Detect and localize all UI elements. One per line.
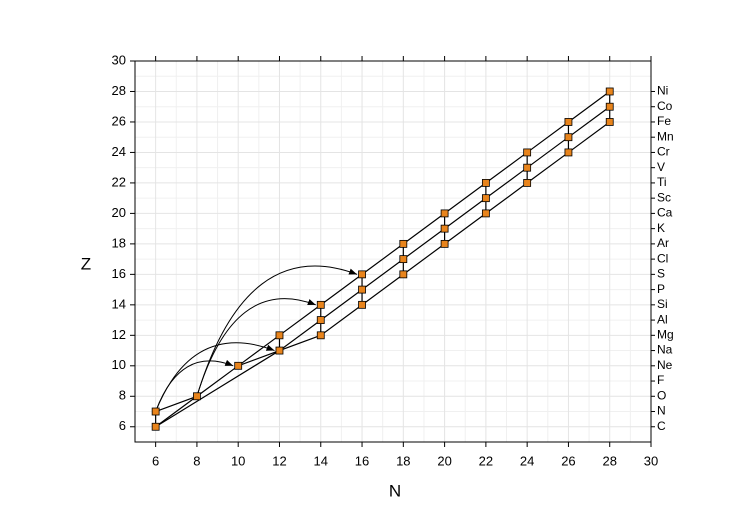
nucleus-point: [358, 285, 366, 294]
y2-tick-label: S: [657, 267, 665, 281]
connection-line: [155, 90, 611, 413]
nucleus-point: [564, 148, 573, 157]
y2-tick-label: Fe: [657, 114, 671, 128]
y2-tick-label: Mn: [657, 129, 674, 143]
y2-tick-label: Co: [657, 99, 673, 113]
nucleus-point: [481, 179, 490, 187]
nucleus-point: [523, 148, 532, 157]
y2-tick-label: N: [657, 404, 666, 418]
x-tick-label: 8: [193, 453, 200, 468]
nucleus-point: [316, 331, 325, 340]
x-tick-label: 6: [152, 453, 159, 468]
connection-line: [155, 395, 198, 428]
nucleus-point: [193, 392, 201, 401]
y2-tick-label: Ti: [657, 175, 667, 189]
x-axis-label: N: [389, 481, 401, 500]
y2-tick-label: Ni: [657, 84, 668, 98]
y2-tick-label: Si: [657, 297, 668, 311]
plot-frame: [134, 60, 652, 443]
nucleus-point: [605, 118, 614, 126]
nucleus-point: [523, 179, 532, 187]
y2-tick-label: P: [657, 282, 665, 296]
nucleus-point: [316, 316, 325, 324]
nucleus-point: [234, 361, 243, 370]
nucleus-point: [523, 163, 532, 172]
y2-tick-label: O: [657, 388, 666, 402]
y2-tick-label: F: [657, 373, 664, 387]
nucleus-point: [151, 422, 160, 431]
y2-tick-label: Mg: [657, 327, 674, 341]
x-tick-label: 28: [602, 453, 616, 468]
nucleus-point: [440, 224, 449, 233]
nucleus-point: [399, 255, 408, 264]
y2-tick-label: Cr: [657, 145, 670, 159]
nucleus-point: [399, 270, 408, 279]
x-tick-label: 16: [355, 453, 369, 468]
nucleus-point: [358, 270, 366, 279]
y2-tick-label: Al: [657, 312, 668, 326]
x-tick-label: 18: [396, 453, 410, 468]
y-tick-label: 10: [112, 357, 126, 372]
nucleus-point: [358, 300, 366, 309]
y-tick-label: 22: [112, 174, 126, 189]
connection-line: [155, 121, 611, 428]
y-tick-label: 16: [112, 266, 126, 281]
y2-tick-label: Sc: [657, 190, 671, 204]
nucleus-point: [440, 239, 449, 248]
arrow: [155, 342, 275, 412]
nucleus-point: [151, 407, 160, 416]
y2-tick-label: K: [657, 221, 665, 235]
x-tick-label: 20: [437, 453, 451, 468]
nucleus-point: [605, 102, 614, 111]
nucleus-point: [564, 133, 573, 142]
nucleus-point: [605, 87, 614, 96]
y-tick-label: 20: [112, 205, 126, 220]
y-tick-label: 14: [112, 296, 126, 311]
x-tick-label: 24: [520, 453, 534, 468]
x-tick-label: 30: [644, 453, 658, 468]
y2-tick-label: Ar: [657, 236, 669, 250]
nucleus-point: [481, 209, 490, 218]
y-axis-label: Z: [81, 254, 91, 273]
y-tick-label: 28: [112, 83, 126, 98]
y2-tick-label: Ca: [657, 206, 673, 220]
nucleus-point: [275, 346, 284, 355]
x-tick-label: 14: [314, 453, 328, 468]
arrow: [196, 265, 358, 397]
y-tick-label: 12: [112, 327, 126, 342]
x-tick-label: 12: [272, 453, 286, 468]
y2-tick-label: Ne: [657, 358, 673, 372]
y-tick-label: 18: [112, 235, 126, 250]
y-tick-label: 30: [112, 52, 126, 67]
nucleus-point: [440, 209, 449, 218]
y-tick-label: 26: [112, 113, 126, 128]
nucleus-point: [564, 118, 573, 126]
y2-tick-label: V: [657, 160, 665, 174]
y-tick-label: 24: [112, 144, 126, 159]
x-tick-label: 22: [479, 453, 493, 468]
y-tick-label: 8: [119, 388, 126, 403]
x-tick-label: 26: [561, 453, 575, 468]
connection-line: [237, 106, 611, 367]
x-tick-label: 10: [231, 453, 245, 468]
nucleus-point: [275, 331, 284, 340]
nucleus-point: [481, 194, 490, 203]
y2-tick-label: Cl: [657, 251, 668, 265]
y-tick-label: 6: [119, 418, 126, 433]
y2-tick-label: Na: [657, 343, 673, 357]
y2-tick-label: C: [657, 419, 666, 433]
nucleus-point: [316, 300, 325, 309]
nucleus-point: [399, 239, 408, 248]
